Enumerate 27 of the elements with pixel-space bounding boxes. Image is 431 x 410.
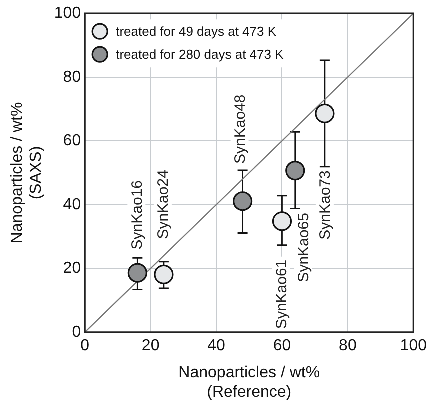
point xyxy=(286,160,306,181)
y-tick-label: 20 xyxy=(63,260,82,278)
legend-label: treated for 49 days at 473 K xyxy=(116,24,277,40)
legend-label: treated for 280 days at 473 K xyxy=(116,47,284,62)
x-tick-label: 20 xyxy=(142,337,160,354)
y-tick-label: 100 xyxy=(54,5,82,22)
annotation: SynKao73 xyxy=(317,170,334,240)
point xyxy=(315,104,335,124)
x-tick-label: 40 xyxy=(208,337,226,354)
point xyxy=(272,212,292,232)
point xyxy=(128,263,148,283)
annotation: SynKao48 xyxy=(232,94,249,164)
x-tick-label: 80 xyxy=(339,337,357,354)
annotation: SynKao16 xyxy=(128,180,146,250)
y-tick-label: 60 xyxy=(63,132,82,150)
y-tick-label: 0 xyxy=(72,324,82,341)
annotation: SynKao61 xyxy=(273,260,290,330)
annotation: SynKao24 xyxy=(155,170,172,240)
x-tick-label: 100 xyxy=(400,337,428,354)
x-axis-title: Nanoparticles / wt% (Reference) xyxy=(178,364,320,401)
point xyxy=(233,192,253,212)
y-tick-label: 80 xyxy=(63,68,82,86)
y-tick-label: 40 xyxy=(63,196,82,214)
point xyxy=(154,264,174,284)
annotation: SynKao65 xyxy=(296,213,313,282)
y-axis-title: Nanoparticles / wt% (SAXS) xyxy=(9,102,46,244)
x-tick-label: 60 xyxy=(273,337,292,354)
